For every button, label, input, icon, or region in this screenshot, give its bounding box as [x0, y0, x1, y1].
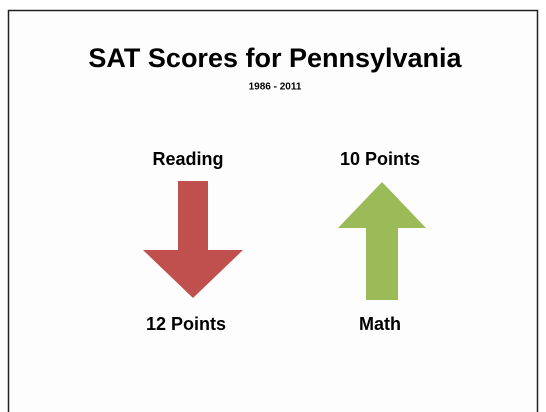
reading-change: 12 Points [146, 314, 226, 334]
math-label: Math [359, 314, 401, 334]
reading-label: Reading [152, 149, 223, 169]
up-arrow [338, 182, 426, 300]
subtitle: 1986 - 2011 [249, 82, 302, 93]
math-change: 10 Points [340, 149, 420, 169]
title: SAT Scores for Pennsylvania [88, 43, 462, 73]
down-arrow [143, 181, 243, 298]
slide-frame [7, 9, 539, 412]
